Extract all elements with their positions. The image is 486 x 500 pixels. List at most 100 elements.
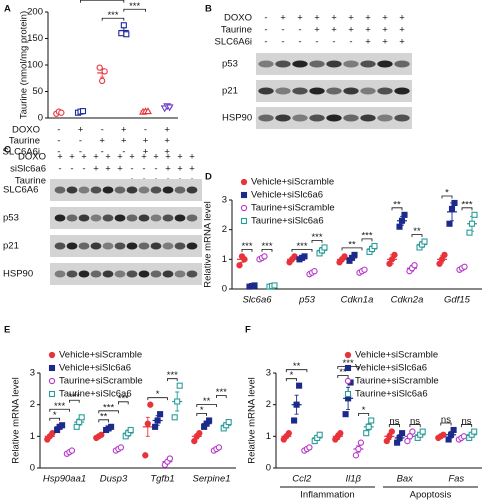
blot-band: [54, 186, 66, 194]
significance-label: ***: [216, 387, 227, 398]
condition-mark: +: [164, 136, 170, 147]
condition-mark: +: [399, 25, 405, 36]
blot-background: [50, 207, 202, 229]
data-point: [48, 364, 56, 372]
condition-mark: -: [82, 164, 85, 175]
blot-band: [377, 60, 393, 68]
blot-band: [102, 270, 114, 278]
condition-mark: +: [121, 125, 127, 136]
data-point: [291, 253, 298, 260]
significance-bracket: [167, 378, 178, 382]
condition-mark: +: [105, 152, 111, 163]
legend-label: Taurine+siSlc6a6: [355, 389, 428, 400]
blot-band: [292, 114, 308, 122]
y-tick-label: 1: [266, 431, 271, 442]
panel-label: C: [4, 145, 11, 156]
condition-mark: +: [314, 25, 320, 36]
blot-band: [326, 114, 342, 122]
data-point: [49, 430, 56, 437]
data-point: [337, 430, 344, 437]
data-point: [383, 437, 390, 445]
x-tick-label: Cdkn2a: [391, 295, 424, 306]
blot-band: [78, 242, 90, 250]
condition-mark: -: [130, 164, 133, 175]
blot-band: [138, 242, 150, 250]
data-point: [351, 251, 358, 258]
data-point: [285, 430, 292, 437]
condition-mark: +: [177, 152, 183, 163]
data-point: [68, 447, 76, 454]
data-point: [157, 411, 164, 418]
significance-label: **: [348, 239, 356, 250]
condition-mark: +: [348, 25, 354, 36]
blot-band: [162, 186, 174, 194]
significance-bracket: [358, 413, 370, 416]
blot-band: [394, 87, 410, 95]
data-point: [215, 444, 223, 451]
significance-label: ***: [167, 370, 178, 381]
condition-label: Taurine: [9, 136, 40, 147]
panel-label: F: [245, 325, 251, 336]
data-point: [240, 204, 248, 212]
blot-band: [138, 186, 150, 194]
condition-label: Taurine: [221, 25, 252, 36]
blot-band: [309, 87, 325, 95]
blot-band: [326, 60, 342, 68]
condition-mark: +: [141, 152, 147, 163]
blot-band: [360, 87, 376, 95]
significance-label: *: [290, 370, 294, 381]
y-tick-label: 0: [266, 463, 271, 474]
data-point: [261, 253, 268, 260]
data-point: [78, 414, 85, 421]
significance-label: ***: [261, 241, 272, 252]
condition-mark: +: [331, 25, 337, 36]
condition-mark: +: [117, 152, 123, 163]
significance-bracket: [216, 395, 227, 398]
legend-label: Taurine+siSlc6a6: [59, 389, 132, 400]
blot-band: [394, 60, 410, 68]
condition-mark: +: [164, 125, 170, 136]
condition-mark: -: [57, 147, 60, 158]
condition-mark: +: [93, 152, 99, 163]
data-point: [451, 199, 458, 207]
blot-band: [309, 60, 325, 68]
blot-band: [174, 214, 186, 222]
significance-bracket: [241, 248, 253, 252]
condition-mark: +: [117, 164, 123, 175]
data-point: [241, 256, 248, 263]
blot-band: [138, 270, 150, 278]
data-point: [144, 107, 152, 115]
blot-label: p53: [3, 213, 19, 224]
significance-bracket: [391, 207, 403, 211]
data-point: [440, 431, 447, 438]
condition-mark: +: [189, 164, 195, 175]
data-point: [101, 68, 108, 75]
data-point: [471, 428, 478, 435]
significance-label: **: [203, 396, 211, 407]
blot-band: [292, 60, 308, 68]
condition-label: SLC6A6i: [215, 37, 253, 48]
condition-mark: +: [280, 13, 286, 24]
blot-band: [186, 270, 198, 278]
data-point: [342, 411, 349, 418]
significance-label: *: [445, 187, 449, 198]
condition-mark: +: [143, 147, 149, 158]
condition-mark: -: [315, 37, 318, 48]
condition-label: siSlc6a6: [10, 164, 46, 175]
blot-band: [114, 186, 126, 194]
condition-mark: -: [79, 136, 82, 147]
blot-band: [377, 114, 393, 122]
condition-label: DOXO: [12, 125, 40, 136]
data-point: [388, 428, 395, 435]
condition-mark: +: [164, 147, 170, 158]
panel-label: A: [4, 4, 11, 15]
blot-band: [309, 114, 325, 122]
blot-background: [50, 263, 202, 285]
data-point: [127, 426, 134, 434]
blot-band: [90, 214, 102, 222]
blot-band: [292, 87, 308, 95]
y-tick-label: 50: [32, 86, 43, 97]
condition-mark: +: [348, 13, 354, 24]
data-point: [240, 178, 248, 186]
significance-label: **: [100, 411, 108, 422]
